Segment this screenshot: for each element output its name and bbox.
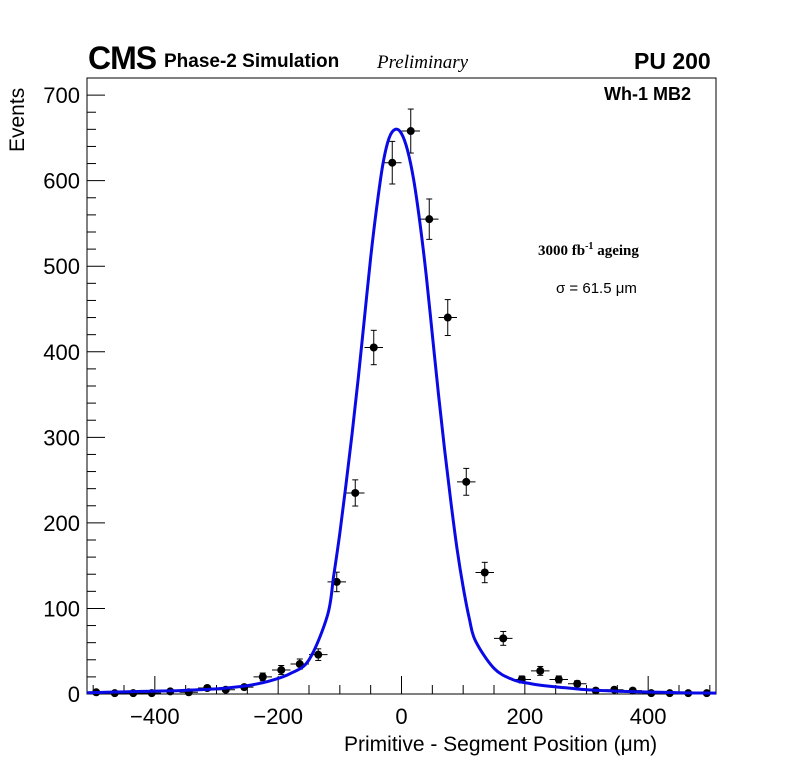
data-point [258, 672, 267, 681]
data-point [499, 634, 508, 643]
y-tick-label: 200 [43, 511, 80, 536]
fit-sigma-label: σ = 61.5 μm [556, 280, 637, 297]
data-point [536, 666, 545, 675]
data-point [351, 488, 360, 497]
x-tick-label: −200 [253, 704, 303, 729]
data-point [314, 650, 323, 659]
axes-layer: 0 100 200 300 400 500 600 700 −400 −200 0 200 400 [43, 77, 717, 729]
data-point [332, 577, 341, 586]
x-axis-title: Primitive - Segment Position (μm) [344, 733, 658, 756]
ageing-label-suffix: ageing [593, 243, 639, 259]
region-label: Wh-1 MB2 [604, 84, 691, 104]
y-tick-label: 400 [43, 340, 80, 365]
data-point [277, 666, 286, 675]
x-tick-label: 200 [506, 704, 543, 729]
pileup-label: PU 200 [634, 48, 711, 74]
x-tick-label: −400 [130, 704, 180, 729]
fit-curve [86, 127, 717, 695]
preliminary-label: Preliminary [377, 52, 469, 73]
y-tick-label: 100 [43, 596, 80, 621]
data-point [480, 568, 489, 577]
ageing-label-exponent: -1 [585, 241, 594, 252]
data-point [406, 127, 415, 136]
x-tick-label: 0 [395, 704, 407, 729]
x-tick-label: 400 [630, 704, 667, 729]
data-layer [86, 108, 717, 698]
data-point [388, 158, 397, 167]
simulation-label: Phase-2 Simulation [164, 51, 340, 72]
data-point [554, 675, 563, 684]
ageing-label-main: 3000 fb [538, 243, 586, 259]
data-point [443, 313, 452, 322]
ageing-label: 3000 fb-1 ageing [538, 241, 639, 260]
data-point [462, 477, 471, 486]
data-point [369, 343, 378, 352]
y-tick-label: 700 [43, 83, 80, 108]
data-point [573, 679, 582, 688]
y-tick-label: 600 [43, 169, 80, 194]
y-tick-label: 300 [43, 425, 80, 450]
y-tick-label: 500 [43, 254, 80, 279]
plot-frame [86, 77, 717, 695]
experiment-logo-text: CMS [88, 40, 157, 76]
y-tick-label: 0 [68, 682, 80, 707]
y-axis-title: Events [6, 87, 29, 152]
data-point [425, 215, 434, 224]
